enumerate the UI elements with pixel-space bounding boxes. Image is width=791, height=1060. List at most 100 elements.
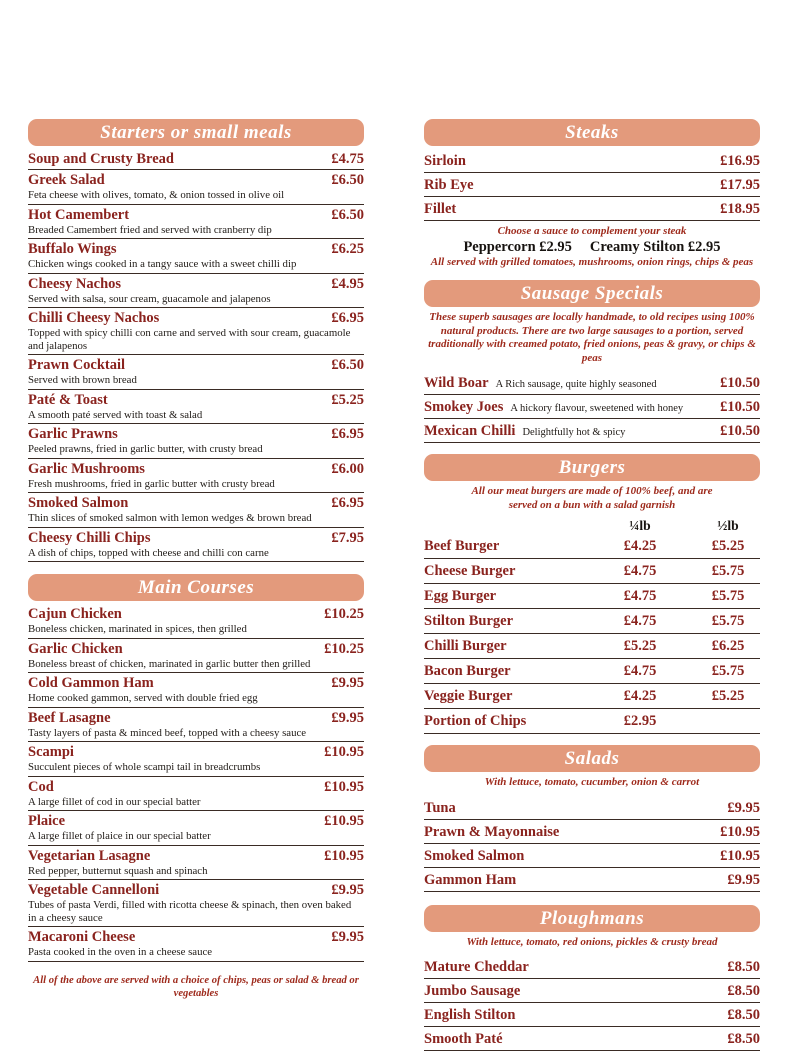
- section-header-ploughmans: Ploughmans: [424, 904, 760, 932]
- ploughmans-item-list: Mature Cheddar £8.50 Jumbo Sausage £8.50…: [424, 955, 760, 1051]
- item-description: Breaded Camembert fried and served with …: [28, 223, 272, 236]
- section-header-salads: Salads: [424, 745, 760, 772]
- item-name: Beef Burger: [424, 538, 500, 554]
- item-description: A hickory flavour, sweetened with honey: [510, 403, 684, 414]
- menu-item: Wild Boar A Rich sausage, quite highly s…: [424, 371, 760, 395]
- menu-item: Paté & Toast £5.25 A smooth paté served …: [28, 390, 364, 424]
- item-price: £5.25: [331, 391, 364, 408]
- sausage-item-list: Wild Boar A Rich sausage, quite highly s…: [424, 371, 760, 443]
- item-name: Smoked Salmon: [28, 495, 129, 511]
- item-name: Cheesy Chilli Chips: [28, 529, 151, 546]
- menu-item: Jumbo Sausage £8.50: [424, 979, 760, 1003]
- menu-item: Tuna £9.95: [424, 796, 760, 820]
- item-name: Prawn & Mayonnaise: [424, 823, 560, 840]
- item-name: Mexican Chilli: [424, 423, 516, 439]
- section-header-sausage-specials: Sausage Specials: [424, 280, 760, 307]
- steaks-item-list: Sirloin £16.95 Rib Eye £17.95 Fillet £18…: [424, 149, 760, 221]
- item-name: Vegetable Cannelloni: [28, 882, 160, 898]
- item-name: Scampi: [28, 744, 74, 760]
- item-name: Cod: [28, 778, 54, 795]
- item-description: Fresh mushrooms, fried in garlic butter …: [28, 477, 275, 490]
- burgers-header-half-lb: ½lb: [717, 518, 739, 533]
- menu-item: Scampi £10.95 Succulent pieces of whole …: [28, 742, 364, 777]
- item-name: Gammon Ham: [424, 871, 517, 888]
- item-price: £9.95: [331, 882, 364, 898]
- item-name: Egg Burger: [424, 588, 497, 604]
- item-price-half-lb: £5.75: [711, 613, 745, 629]
- menu-item: Sirloin £16.95: [424, 149, 760, 173]
- section-header-steaks: Steaks: [424, 119, 760, 146]
- burgers-row-list: Beef Burger £4.25 £5.25 Cheese Burger £4…: [424, 534, 760, 734]
- item-name: Macaroni Cheese: [28, 929, 136, 945]
- item-price: £8.50: [727, 1007, 760, 1023]
- item-price: £10.95: [720, 823, 760, 840]
- menu-item: Garlic Prawns £6.95 Peeled prawns, fried…: [28, 424, 364, 459]
- menu-item: Cold Gammon Ham £9.95 Home cooked gammon…: [28, 673, 364, 708]
- burger-row: Veggie Burger £4.25 £5.25: [424, 684, 760, 709]
- menu-item: Fillet £18.95: [424, 197, 760, 221]
- left-column: Starters or small meals Soup and Crusty …: [28, 119, 364, 1009]
- main-courses-item-list: Cajun Chicken £10.25 Boneless chicken, m…: [28, 604, 364, 962]
- item-price-quarter-lb: £4.75: [623, 613, 657, 629]
- item-price: £4.75: [331, 151, 364, 167]
- item-price: £7.95: [331, 529, 364, 546]
- item-price-quarter-lb: £5.25: [623, 638, 657, 654]
- item-price-quarter-lb: £2.95: [623, 713, 657, 729]
- item-name: Plaice: [28, 813, 66, 829]
- item-name: Jumbo Sausage: [424, 983, 521, 999]
- item-description: Succulent pieces of whole scampi tail in…: [28, 761, 261, 773]
- sauce-peppercorn: Peppercorn £2.95: [463, 238, 572, 255]
- item-description: Feta cheese with olives, tomato, & onion…: [28, 189, 285, 201]
- item-name: Garlic Prawns: [28, 426, 118, 442]
- item-price-quarter-lb: £4.75: [623, 563, 657, 579]
- menu-item: Gammon Ham £9.95: [424, 868, 760, 892]
- item-description: Home cooked gammon, served with double f…: [28, 692, 258, 704]
- menu-item: Smokey Joes A hickory flavour, sweetened…: [424, 395, 760, 419]
- item-name: Chilli Cheesy Nachos: [28, 310, 160, 326]
- item-price: £9.95: [727, 871, 760, 888]
- menu-item: Soup and Crusty Bread £4.75: [28, 149, 364, 170]
- section-ploughmans: Ploughmans With lettuce, tomato, red oni…: [424, 904, 760, 1051]
- ploughmans-intro: With lettuce, tomato, red onions, pickle…: [466, 935, 718, 948]
- item-price: £18.95: [720, 201, 760, 217]
- salads-intro: With lettuce, tomato, cucumber, onion & …: [484, 776, 700, 788]
- item-description: Tubes of pasta Verdi, filled with ricott…: [28, 899, 352, 924]
- item-price: £6.25: [331, 241, 364, 257]
- item-price: £9.95: [331, 929, 364, 945]
- item-name: Vegetarian Lasagne: [28, 847, 151, 864]
- steak-notes: Choose a sauce to complement your steak …: [424, 225, 760, 269]
- menu-item: Smoked Salmon £6.95 Thin slices of smoke…: [28, 493, 364, 528]
- item-price: £9.95: [727, 799, 760, 816]
- item-price: £6.95: [331, 495, 364, 511]
- item-price-quarter-lb: £4.25: [623, 538, 657, 554]
- section-main-courses: Main Courses Cajun Chicken £10.25 Bonele…: [28, 574, 364, 1000]
- item-name: Rib Eye: [424, 177, 474, 193]
- item-name: Wild Boar: [424, 375, 489, 391]
- item-name: Smoked Salmon: [424, 847, 525, 864]
- sauce-creamy-stilton: Creamy Stilton £2.95: [589, 238, 721, 255]
- menu-item: Rib Eye £17.95: [424, 173, 760, 197]
- item-price: £10.25: [324, 640, 364, 657]
- item-description: A smooth paté served with toast & salad: [28, 408, 203, 421]
- item-name: Buffalo Wings: [28, 241, 117, 257]
- menu-item: Plaice £10.95 A large fillet of plaice i…: [28, 811, 364, 846]
- section-header-starters: Starters or small meals: [28, 119, 364, 146]
- item-price-half-lb: £6.25: [711, 638, 745, 654]
- item-price-half-lb: £5.25: [711, 538, 745, 554]
- menu-item: Mature Cheddar £8.50: [424, 955, 760, 979]
- burger-row: Portion of Chips £2.95: [424, 709, 760, 734]
- item-description: Boneless breast of chicken, marinated in…: [28, 657, 311, 670]
- item-name: Bacon Burger: [424, 663, 511, 679]
- item-name: Fillet: [424, 201, 457, 217]
- item-description: A large fillet of plaice in our special …: [28, 830, 211, 842]
- menu-item: Greek Salad £6.50 Feta cheese with olive…: [28, 170, 364, 205]
- item-price: £6.00: [331, 460, 364, 477]
- menu-item: Cheesy Nachos £4.95 Served with salsa, s…: [28, 274, 364, 308]
- menu-item: Macaroni Cheese £9.95 Pasta cooked in th…: [28, 927, 364, 962]
- burgers-intro: All our meat burgers are made of 100% be…: [471, 485, 713, 511]
- menu-item: Hot Camembert £6.50 Breaded Camembert fr…: [28, 205, 364, 239]
- item-name: English Stilton: [424, 1007, 516, 1023]
- menu-item: Garlic Chicken £10.25 Boneless breast of…: [28, 639, 364, 673]
- item-price: £6.50: [331, 357, 364, 373]
- steak-sauce-note: Choose a sauce to complement your steak: [497, 225, 687, 237]
